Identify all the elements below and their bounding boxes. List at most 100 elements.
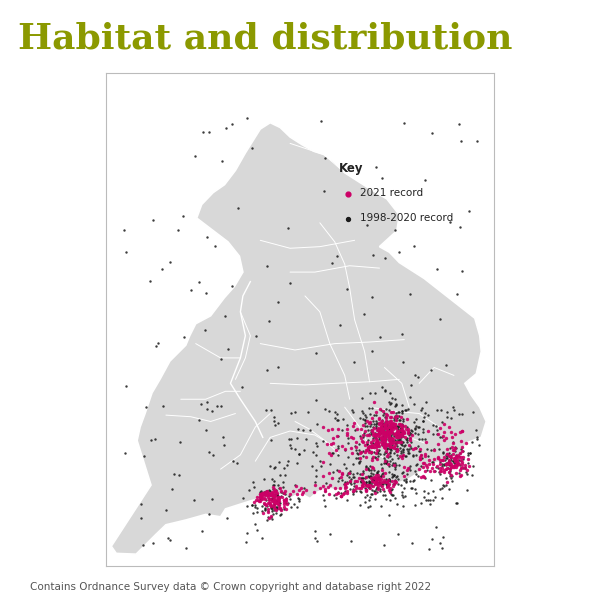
- Point: [276, 504, 286, 514]
- Point: [415, 464, 424, 474]
- Point: [387, 472, 397, 482]
- Point: [256, 493, 265, 502]
- Point: [403, 437, 412, 447]
- Point: [474, 441, 484, 450]
- Point: [455, 222, 465, 232]
- Point: [406, 433, 415, 443]
- Point: [374, 483, 383, 493]
- Point: [461, 467, 471, 477]
- Point: [270, 490, 280, 500]
- Point: [335, 483, 344, 493]
- Point: [363, 425, 373, 435]
- Point: [446, 217, 455, 227]
- Point: [388, 438, 397, 448]
- Point: [384, 419, 394, 429]
- Point: [449, 453, 459, 463]
- Point: [362, 416, 371, 426]
- Point: [426, 446, 436, 455]
- Point: [274, 494, 283, 504]
- Point: [342, 487, 352, 496]
- Point: [398, 493, 407, 502]
- Point: [371, 449, 380, 458]
- Point: [365, 417, 375, 427]
- Point: [444, 455, 454, 465]
- Point: [275, 471, 285, 480]
- Point: [221, 123, 231, 133]
- Point: [391, 431, 400, 441]
- Point: [451, 452, 461, 462]
- Point: [397, 428, 406, 438]
- Point: [269, 487, 279, 496]
- Point: [373, 446, 383, 456]
- Point: [371, 476, 380, 485]
- Point: [398, 422, 408, 431]
- Point: [362, 452, 371, 462]
- Point: [390, 419, 400, 428]
- Point: [435, 455, 445, 465]
- Point: [352, 453, 361, 463]
- Point: [395, 443, 404, 453]
- Point: [252, 502, 262, 512]
- Point: [363, 471, 373, 481]
- Point: [361, 480, 371, 490]
- Point: [397, 426, 407, 436]
- Point: [372, 469, 382, 479]
- Point: [446, 461, 455, 471]
- Point: [406, 435, 415, 444]
- Point: [401, 451, 411, 461]
- Point: [467, 437, 477, 447]
- Point: [271, 496, 281, 506]
- Point: [269, 412, 278, 422]
- Point: [389, 479, 399, 489]
- Point: [435, 459, 445, 469]
- Point: [416, 499, 425, 509]
- Point: [379, 484, 388, 494]
- Point: [369, 409, 379, 419]
- Point: [449, 405, 459, 415]
- Point: [400, 483, 409, 493]
- Point: [442, 453, 451, 463]
- Point: [388, 428, 397, 438]
- Point: [362, 412, 371, 422]
- Point: [377, 479, 387, 489]
- Point: [410, 442, 419, 452]
- Point: [445, 458, 454, 468]
- Point: [406, 425, 416, 435]
- Point: [399, 462, 409, 472]
- Point: [433, 425, 442, 435]
- Point: [337, 441, 347, 450]
- Point: [367, 462, 377, 472]
- Point: [446, 460, 456, 469]
- Point: [410, 484, 419, 494]
- Point: [256, 491, 266, 501]
- Point: [271, 498, 280, 507]
- Point: [403, 404, 413, 414]
- Point: [265, 488, 274, 498]
- Point: [360, 415, 370, 425]
- Point: [356, 447, 366, 457]
- Point: [333, 450, 343, 460]
- Point: [275, 483, 285, 493]
- Point: [340, 488, 349, 498]
- Point: [377, 477, 386, 487]
- Point: [265, 494, 275, 504]
- Point: [374, 425, 383, 435]
- Point: [381, 477, 391, 487]
- Point: [454, 455, 464, 465]
- Point: [368, 442, 378, 452]
- Point: [375, 487, 385, 496]
- Point: [403, 436, 412, 446]
- Point: [385, 496, 395, 506]
- Point: [352, 424, 362, 434]
- Point: [316, 461, 326, 471]
- Point: [435, 423, 445, 433]
- Point: [438, 447, 448, 457]
- Point: [179, 332, 189, 341]
- Point: [445, 468, 454, 477]
- Point: [456, 471, 466, 480]
- Point: [379, 434, 388, 444]
- Point: [268, 490, 277, 499]
- Point: [351, 487, 361, 496]
- Point: [346, 536, 355, 546]
- Point: [257, 491, 267, 501]
